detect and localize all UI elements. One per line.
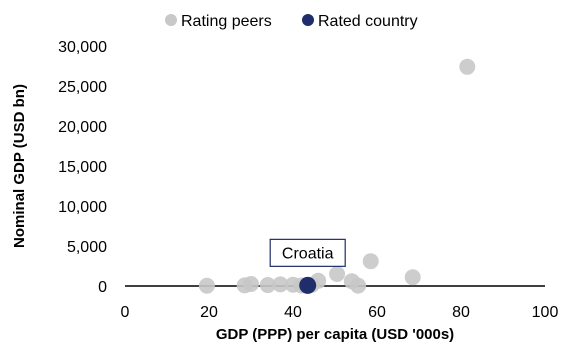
- rating-peer-point: [329, 266, 346, 282]
- rating-peer-point: [404, 269, 421, 286]
- legend-marker-rated-country: [302, 14, 314, 26]
- y-tick-label: 15,000: [58, 159, 107, 176]
- x-tick-label: 0: [121, 304, 130, 321]
- y-tick-label: 5,000: [67, 239, 107, 256]
- legend-label-rating-peers: Rating peers: [181, 13, 272, 30]
- rating-peer-point: [259, 277, 276, 294]
- legend-label-rated-country: Rated country: [318, 13, 418, 30]
- rated-country-point: [299, 276, 317, 294]
- y-tick-label: 25,000: [58, 79, 107, 96]
- y-axis-ticks: 0 5,000 10,000 15,000 20,000 25,000 30,000: [58, 39, 107, 296]
- data-points: [198, 58, 476, 294]
- x-axis-title: GDP (PPP) per capita (USD '000s): [216, 326, 454, 343]
- y-axis-title: Nominal GDP (USD bn): [11, 84, 28, 248]
- annotation-label: Croatia: [282, 245, 334, 262]
- legend: Rating peers Rated country: [165, 13, 418, 30]
- x-tick-label: 80: [452, 304, 470, 321]
- legend-marker-rating-peers: [165, 14, 177, 26]
- rating-peer-point: [459, 58, 476, 75]
- rating-peer-point: [350, 277, 367, 294]
- x-tick-label: 60: [368, 304, 386, 321]
- rating-peer-point: [272, 276, 289, 293]
- x-tick-label: 20: [200, 304, 218, 321]
- rating-peer-point: [362, 253, 379, 270]
- x-tick-label: 100: [532, 304, 559, 321]
- annotation-box: [269, 238, 346, 267]
- rating-peer-point: [243, 276, 259, 292]
- croatia-annotation: Croatia: [269, 238, 346, 267]
- y-tick-label: 20,000: [58, 119, 107, 136]
- y-tick-label: 30,000: [58, 39, 107, 56]
- y-tick-label: 0: [98, 279, 107, 296]
- x-axis-ticks: 0 20 40 60 80 100: [121, 304, 559, 321]
- rating-peer-point: [198, 277, 215, 294]
- y-tick-label: 10,000: [58, 199, 107, 216]
- x-tick-label: 40: [284, 304, 302, 321]
